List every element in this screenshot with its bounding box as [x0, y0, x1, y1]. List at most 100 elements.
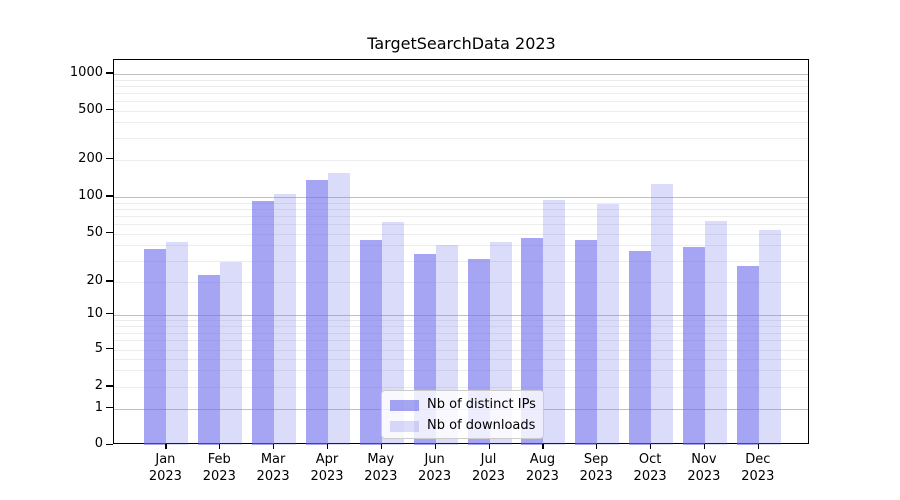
bar-ips-nov	[682, 246, 705, 446]
x-tick-year: 2023	[579, 469, 613, 485]
minor-gridline	[114, 233, 808, 235]
minor-gridline	[114, 215, 808, 217]
x-tick-month: Mar	[260, 452, 286, 468]
x-tick-mark	[380, 444, 382, 450]
bar-downloads-apr	[328, 172, 350, 446]
major-gridline	[114, 197, 808, 198]
y-tick-mark	[106, 312, 113, 315]
x-tick-label: Jul 2023	[461, 451, 517, 485]
x-tick-mark	[165, 444, 167, 450]
x-tick-label: Nov 2023	[676, 451, 732, 485]
y-tick-label: 1	[94, 399, 103, 415]
x-tick-year: 2023	[310, 469, 344, 485]
minor-gridline	[114, 92, 808, 94]
x-tick-mark	[757, 444, 759, 450]
minor-gridline	[114, 159, 808, 161]
bar-ips-sep	[575, 240, 598, 446]
minor-gridline	[114, 260, 808, 262]
minor-gridline	[114, 358, 808, 360]
chart-title: TargetSearchData 2023	[367, 34, 556, 53]
y-tick-mark	[106, 231, 113, 234]
legend-swatch-downloads-icon	[390, 421, 419, 432]
x-tick-month: Aug	[529, 452, 556, 468]
x-tick-mark	[488, 444, 490, 450]
x-tick-year: 2023	[148, 469, 182, 485]
minor-gridline	[114, 208, 808, 210]
x-tick-month: Jun	[424, 452, 445, 468]
y-tick-mark	[106, 385, 113, 387]
plot-area	[113, 59, 809, 446]
legend: Nb of distinct IPs Nb of downloads	[381, 390, 544, 439]
x-tick-month: Oct	[638, 452, 662, 468]
x-tick-month: Sep	[583, 452, 609, 468]
x-tick-month: Dec	[745, 452, 771, 468]
x-tick-year: 2023	[741, 469, 775, 485]
y-tick-mark	[106, 108, 113, 111]
minor-gridline	[114, 370, 808, 372]
x-tick-year: 2023	[687, 469, 721, 485]
minor-gridline	[114, 332, 808, 334]
y-tick-label: 50	[86, 224, 103, 240]
bar-downloads-may	[381, 222, 404, 446]
x-tick-label: Aug 2023	[514, 451, 570, 485]
minor-gridline	[114, 245, 808, 247]
y-tick-mark	[106, 72, 113, 74]
y-tick-label: 100	[78, 188, 103, 203]
bar-downloads-dec	[758, 230, 781, 446]
bar-downloads-jan	[166, 241, 189, 446]
x-tick-month: Jan	[155, 452, 176, 468]
x-tick-label: Apr 2023	[299, 451, 355, 485]
bar-ips-jan	[144, 249, 167, 446]
bar-downloads-mar	[274, 194, 297, 446]
minor-gridline	[114, 387, 808, 388]
x-tick-label: Oct 2023	[622, 451, 678, 485]
bar-downloads-sep	[597, 203, 620, 446]
y-tick-label: 0	[94, 436, 103, 452]
x-tick-month: Jul	[480, 452, 497, 468]
y-tick-mark	[106, 157, 113, 160]
x-tick-mark	[703, 444, 706, 450]
x-tick-mark	[273, 444, 275, 450]
minor-gridline	[114, 137, 808, 139]
legend-swatch-distinct-ips-icon	[390, 400, 419, 411]
y-tick-label: 5	[94, 340, 103, 356]
y-tick-label: 1000	[69, 65, 103, 80]
x-tick-mark	[434, 444, 436, 450]
y-tick-mark	[106, 406, 113, 409]
y-tick-label: 200	[78, 150, 103, 166]
bar-downloads-aug	[543, 200, 566, 446]
x-tick-mark	[542, 444, 544, 450]
x-tick-year: 2023	[471, 469, 506, 485]
x-tick-label: Mar 2023	[245, 451, 301, 485]
x-tick-label: Jan 2023	[137, 451, 193, 485]
x-tick-year: 2023	[525, 469, 559, 485]
x-tick-mark	[327, 444, 329, 450]
y-tick-mark	[106, 195, 113, 197]
bar-ips-dec	[736, 266, 759, 446]
minor-gridline	[114, 79, 808, 81]
x-tick-month: Nov	[691, 452, 717, 468]
y-tick-mark	[106, 347, 113, 350]
x-tick-label: May 2023	[353, 451, 409, 485]
x-tick-mark	[596, 444, 598, 450]
minor-gridline	[114, 202, 808, 204]
minor-gridline	[114, 340, 808, 342]
x-tick-year: 2023	[202, 469, 236, 485]
legend-label-downloads: Nb of downloads	[427, 418, 536, 433]
minor-gridline	[114, 110, 808, 112]
x-tick-year: 2023	[633, 469, 667, 485]
x-tick-month: Feb	[207, 452, 231, 468]
minor-gridline	[114, 349, 808, 351]
minor-gridline	[114, 122, 808, 124]
x-tick-year: 2023	[256, 469, 290, 485]
major-gridline	[114, 74, 808, 75]
bar-ips-may	[359, 240, 382, 446]
bar-downloads-nov	[704, 220, 727, 446]
x-tick-month: May	[367, 452, 395, 468]
x-tick-label: Sep 2023	[568, 451, 624, 485]
x-tick-mark	[219, 444, 221, 450]
x-tick-label: Dec 2023	[730, 451, 786, 485]
minor-gridline	[114, 85, 808, 87]
y-tick-label: 20	[86, 273, 103, 288]
